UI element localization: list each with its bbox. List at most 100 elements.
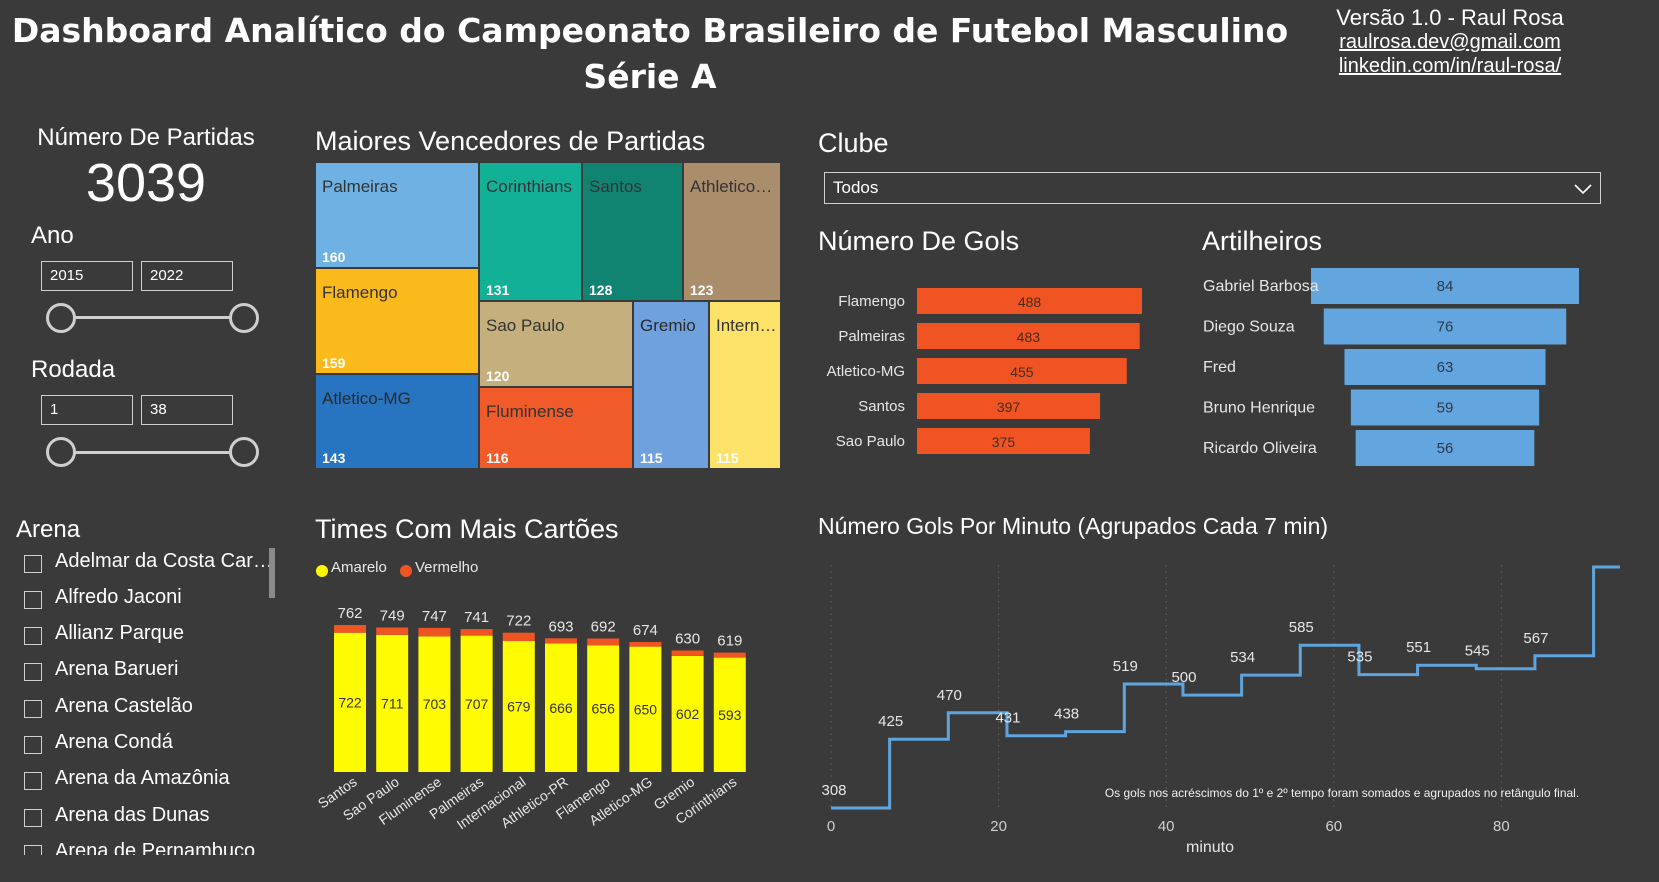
artilheiros-name-label: Gabriel Barbosa [1203, 278, 1319, 295]
checkbox-icon[interactable] [24, 627, 42, 645]
artilheiros-title: Artilheiros [1202, 226, 1323, 256]
treemap-tile[interactable]: Gremio 115 [633, 301, 709, 469]
treemap-tile-label: Athletico… [690, 177, 773, 196]
cartoes-bar-vermelho [334, 625, 366, 633]
ano-slider-end-handle[interactable] [229, 303, 259, 333]
cartoes-bar-vermelho [418, 627, 451, 637]
treemap-tile[interactable]: Sao Paulo 120 [479, 301, 633, 387]
cartoes-total-label: 722 [506, 613, 531, 630]
checkbox-icon[interactable] [24, 845, 42, 855]
x-tick-label: 20 [990, 818, 1007, 835]
gols-minuto-note: Os gols nos acréscimos do 1º e 2º tempo … [1105, 786, 1579, 800]
cartoes-amarelo-value: 666 [549, 700, 573, 716]
cartoes-total-label: 749 [380, 608, 405, 625]
rodada-from-input[interactable]: 1 [41, 395, 133, 425]
treemap-tile[interactable]: Intern… 115 [709, 301, 781, 469]
treemap-tile[interactable]: Corinthians 131 [479, 162, 582, 301]
rodada-slider-track[interactable] [60, 451, 245, 454]
treemap-tile-value: 131 [486, 282, 510, 298]
clube-selected: Todos [833, 178, 879, 197]
rodada-slider-end-handle[interactable] [229, 437, 259, 467]
cartoes-amarelo-value: 722 [338, 694, 362, 710]
arena-item[interactable]: Adelmar da Costa Car… [24, 548, 274, 578]
cartoes-title: Times Com Mais Cartões [315, 514, 619, 544]
checkbox-icon[interactable] [24, 555, 42, 573]
gols-value-label: 375 [992, 434, 1016, 450]
treemap-tile-value: 115 [640, 450, 663, 466]
gols-value-label: 483 [1017, 329, 1041, 345]
arena-item[interactable]: Arena Castelão [24, 693, 274, 723]
gols-bar [917, 323, 1140, 349]
artilheiros-bar [1323, 308, 1567, 345]
cartoes-bar-vermelho [671, 650, 704, 656]
version-text: Versão 1.0 - Raul Rosa [1336, 5, 1564, 30]
cartoes-total-label: 619 [717, 633, 742, 650]
x-tick-label: 40 [1158, 818, 1175, 835]
cartoes-amarelo-value: 650 [634, 701, 658, 717]
treemap-tile[interactable]: Flamengo 159 [315, 268, 479, 374]
cartoes-bar-amarelo [418, 636, 451, 772]
linkedin-link[interactable]: linkedin.com/in/raul-rosa/ [1338, 55, 1562, 77]
cartoes-total-label: 693 [548, 618, 573, 635]
treemap-tile-value: 160 [322, 249, 346, 265]
rodada-to-input[interactable]: 38 [141, 395, 233, 425]
cartoes-total-label: 747 [422, 608, 447, 625]
clube-dropdown[interactable]: Todos [824, 172, 1601, 204]
ano-slider-track[interactable] [60, 316, 245, 319]
arena-item[interactable]: Alfredo Jaconi [24, 584, 274, 614]
gols-category-label: Flamengo [838, 293, 905, 310]
arena-scrollbar[interactable] [269, 548, 275, 598]
arena-item[interactable]: Arena da Amazônia [24, 765, 274, 795]
gols-minuto-value-label: 551 [1406, 639, 1431, 656]
gols-minuto-title: Número Gols Por Minuto (Agrupados Cada 7… [818, 513, 1329, 539]
cartoes-amarelo-value: 703 [423, 696, 447, 712]
treemap-tile[interactable]: Atletico-MG 143 [315, 374, 479, 469]
ano-from-input[interactable]: 2015 [41, 261, 133, 291]
cartoes-bar-amarelo [671, 655, 704, 772]
ano-slider-start-handle[interactable] [46, 303, 76, 333]
cartoes-bar-vermelho [502, 632, 535, 642]
gols-minuto-value-label: 585 [1289, 619, 1314, 636]
treemap-tile[interactable]: Fluminense 116 [479, 387, 633, 469]
rodada-slider-start-handle[interactable] [46, 437, 76, 467]
arena-item[interactable]: Arena Condá [24, 729, 274, 759]
ano-to-input[interactable]: 2022 [141, 261, 233, 291]
arena-item[interactable]: Arena das Dunas [24, 802, 274, 832]
arena-label: Arena [16, 516, 81, 543]
gols-title: Número De Gols [818, 226, 1020, 256]
arena-item[interactable]: Arena de Pernambuco [24, 838, 274, 855]
x-tick-label: 80 [1493, 818, 1510, 835]
cartoes-bar-amarelo [376, 634, 409, 772]
cartoes-amarelo-value: 707 [465, 696, 489, 712]
checkbox-icon[interactable] [24, 736, 42, 754]
clube-label: Clube [818, 128, 889, 158]
gols-value-label: 488 [1018, 294, 1042, 310]
cartoes-bar-amarelo [502, 641, 535, 772]
x-tick-label: 60 [1325, 818, 1342, 835]
treemap-tile[interactable]: Athletico… 123 [683, 162, 781, 301]
arena-item[interactable]: Arena Barueri [24, 656, 274, 686]
treemap-tile[interactable]: Santos 128 [582, 162, 683, 301]
checkbox-icon[interactable] [24, 591, 42, 609]
cartoes-total-label: 741 [464, 609, 489, 626]
checkbox-icon[interactable] [24, 700, 42, 718]
treemap-tile-value: 159 [322, 355, 346, 371]
gols-minuto-value-label: 535 [1347, 649, 1372, 666]
cartoes-bar-vermelho [713, 652, 746, 658]
treemap-tile[interactable]: Palmeiras 160 [315, 162, 479, 268]
treemap-tile-label: Palmeiras [322, 177, 398, 196]
treemap-chart: Palmeiras 160 Flamengo 159 Atletico-MG 143 Cor… [315, 162, 781, 469]
legend-vermelho: Vermelho [415, 559, 479, 576]
treemap-tile-value: 123 [690, 282, 714, 298]
email-link[interactable]: raulrosa.dev@gmail.com [1339, 31, 1561, 53]
artilheiros-value-label: 63 [1437, 359, 1454, 376]
checkbox-icon[interactable] [24, 772, 42, 790]
gols-minuto-value-label: 431 [995, 710, 1020, 727]
treemap-tile-value: 128 [589, 282, 613, 298]
checkbox-icon[interactable] [24, 663, 42, 681]
checkbox-icon[interactable] [24, 809, 42, 827]
artilheiros-bar [1350, 389, 1540, 426]
treemap-tile-value: 115 [716, 450, 739, 466]
arena-item[interactable]: Allianz Parque [24, 620, 274, 650]
gols-bar [917, 393, 1101, 419]
